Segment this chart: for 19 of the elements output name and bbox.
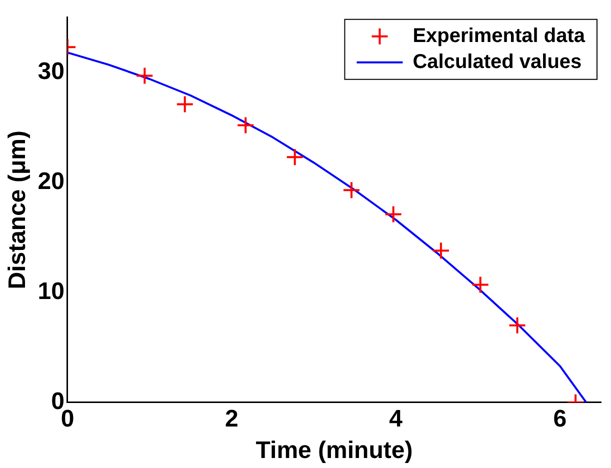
y-tick-label: 30: [38, 58, 64, 86]
x-tick-label: 4: [389, 405, 404, 432]
point: [176, 95, 194, 114]
point: [342, 181, 360, 200]
point: [432, 242, 450, 260]
point: [236, 116, 255, 134]
y-axis-title: Distance (μm): [4, 130, 32, 290]
legend-label: Experimental data: [412, 24, 586, 47]
point: [384, 205, 402, 224]
point: [508, 316, 526, 334]
x-tick-label: 6: [553, 405, 567, 432]
y-tick-label: 10: [38, 278, 64, 306]
point: [471, 276, 490, 294]
x-axis-title: Time (minute): [256, 437, 413, 464]
legend-label: Calculated values: [412, 50, 582, 73]
point: [136, 66, 154, 85]
point: [286, 148, 304, 166]
x-tick-label: 2: [224, 405, 238, 432]
y-tick-label: 20: [38, 168, 64, 196]
